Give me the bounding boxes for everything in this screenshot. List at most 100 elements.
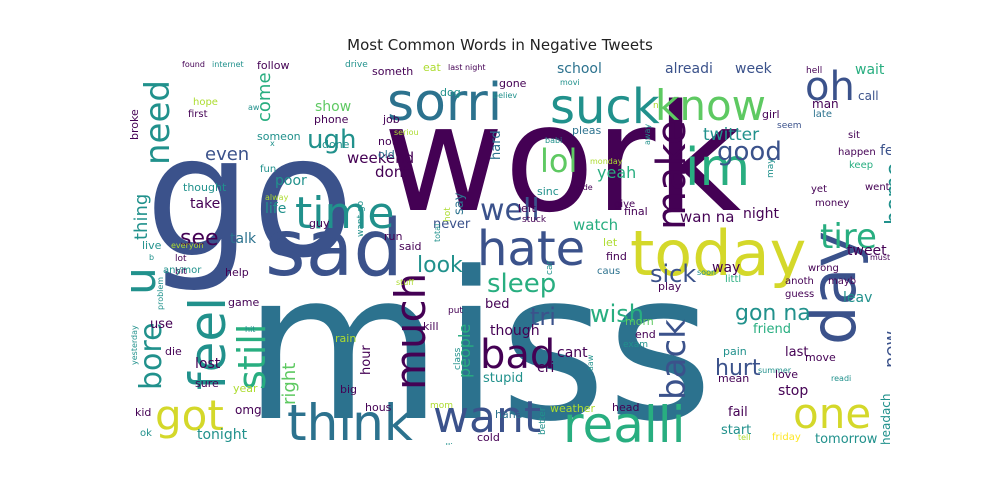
cloud-word: cold <box>477 431 500 444</box>
cloud-word: alreadi <box>665 61 713 77</box>
cloud-word: alway <box>265 193 289 202</box>
cloud-word: x <box>270 139 275 148</box>
cloud-word: talk <box>230 231 257 247</box>
cloud-word: follow <box>257 60 289 72</box>
cloud-word: yesterday <box>130 325 139 365</box>
cloud-word: u <box>125 267 166 295</box>
cloud-word: take <box>190 196 220 212</box>
cloud-word: someon <box>257 130 301 143</box>
cloud-word: made <box>570 183 593 192</box>
cloud-word: last night <box>448 63 486 72</box>
cloud-word: tri <box>530 303 556 331</box>
cloud-word: mom <box>430 401 453 411</box>
cloud-word: mean <box>718 372 749 385</box>
cloud-word: im <box>685 138 750 198</box>
cloud-word: babi <box>545 136 562 145</box>
cloud-word: class <box>453 347 463 370</box>
cloud-word: last <box>785 345 808 360</box>
cloud-word: someth <box>372 65 413 78</box>
cloud-word: bore <box>134 322 169 390</box>
cloud-word: problem <box>156 277 165 310</box>
chart-title: Most Common Words in Negative Tweets <box>347 36 653 54</box>
cloud-word: call <box>858 89 879 103</box>
cloud-word: work <box>383 73 741 245</box>
cloud-word: leav <box>843 290 872 306</box>
cloud-word: gon na <box>735 301 811 326</box>
cloud-word: week <box>735 61 773 77</box>
cloud-word: stupid <box>483 371 523 386</box>
cloud-word: dog <box>440 86 461 99</box>
cloud-word: still <box>230 324 274 390</box>
cloud-word: well <box>480 193 540 228</box>
cloud-word: lost <box>195 356 221 372</box>
cloud-word: aaw <box>586 354 595 371</box>
cloud-word: tweet <box>847 243 887 259</box>
cloud-word: wrong <box>808 263 839 274</box>
cloud-word: feel <box>179 297 237 390</box>
cloud-word: love <box>775 368 798 381</box>
cloud-word: readi <box>831 374 851 383</box>
cloud-word: yet <box>811 184 827 195</box>
cloud-word: everyon <box>171 241 204 250</box>
cloud-word: car <box>545 261 555 275</box>
cloud-word: man <box>812 97 839 111</box>
cloud-word: n <box>653 101 659 111</box>
cloud-word: away <box>643 124 652 145</box>
cloud-word: play <box>658 280 682 293</box>
cloud-word: internet <box>212 60 244 69</box>
cloud-word: know <box>655 81 766 130</box>
cloud-word: help <box>225 266 249 279</box>
cloud-word: sure <box>195 377 219 390</box>
cloud-word: want <box>433 392 541 443</box>
cloud-word: hit <box>245 325 255 334</box>
cloud-word: lol <box>540 142 577 180</box>
cloud-word: monday <box>590 157 623 166</box>
cloud-word: b <box>149 253 154 262</box>
cloud-word: people <box>455 324 474 378</box>
cloud-word: sick <box>650 260 696 288</box>
cloud-word: sinc <box>537 185 559 198</box>
cloud-word: let <box>603 236 618 249</box>
cloud-word: old <box>378 148 395 161</box>
cloud-word: girl <box>762 108 780 121</box>
cloud-word: noth <box>378 135 403 148</box>
cloud-word: use <box>150 317 173 332</box>
cloud-word: seriou <box>394 128 419 137</box>
cloud-word: hate <box>477 221 585 277</box>
cloud-word: right <box>279 363 300 405</box>
cloud-word: believ <box>493 91 517 100</box>
cloud-word: said <box>399 240 422 253</box>
cloud-word: one <box>793 389 871 438</box>
cloud-word: phone <box>314 113 349 126</box>
cloud-word: wish <box>590 300 644 328</box>
cloud-word: morn <box>625 315 654 328</box>
cloud-word: better <box>538 407 548 435</box>
cloud-word: went <box>865 182 890 193</box>
cloud-word: bad <box>480 332 555 378</box>
cloud-word: back <box>654 319 694 400</box>
cloud-word: sad <box>265 204 403 294</box>
cloud-word: hard <box>489 130 504 160</box>
cloud-word: come <box>254 72 275 122</box>
cloud-word: yeah <box>597 163 636 182</box>
cloud-word: hous <box>365 401 392 414</box>
cloud-word: life <box>265 201 286 217</box>
cloud-word: dont <box>375 163 409 181</box>
cloud-word: hope <box>193 97 218 108</box>
cloud-word: make <box>649 120 695 230</box>
cloud-word: eat <box>423 61 442 74</box>
cloud-word: weekend <box>347 149 414 167</box>
cloud-word: omg <box>235 403 262 417</box>
cloud-word: find <box>606 250 627 263</box>
cloud-word: found <box>182 60 205 69</box>
cloud-word: start <box>721 423 751 438</box>
cloud-word: feel <box>880 143 891 159</box>
cloud-word: suck <box>550 79 660 135</box>
cloud-word: home <box>882 163 891 225</box>
cloud-word: cant <box>557 345 588 361</box>
cloud-word: friday <box>772 432 801 443</box>
cloud-word: even <box>205 144 249 165</box>
cloud-word: late <box>813 109 832 120</box>
cloud-word: hell <box>806 66 822 76</box>
